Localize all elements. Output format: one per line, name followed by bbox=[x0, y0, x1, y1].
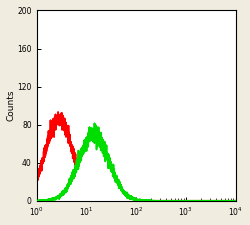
Y-axis label: Counts: Counts bbox=[7, 90, 16, 121]
